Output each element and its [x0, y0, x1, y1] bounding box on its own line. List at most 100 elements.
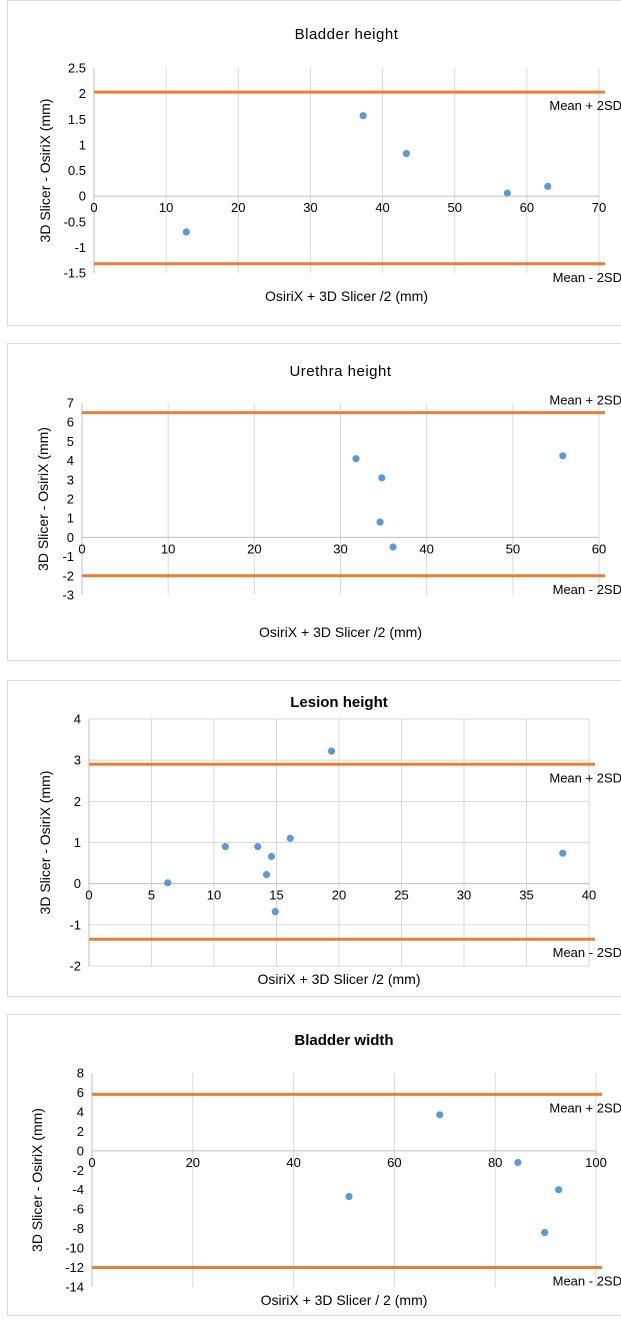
- x-tick-label: 25: [394, 888, 408, 903]
- y-tick-label: 2: [67, 492, 74, 507]
- y-tick-label: 8: [77, 1066, 84, 1081]
- data-point: [559, 849, 567, 857]
- y-tick-label: -14: [65, 1280, 84, 1295]
- x-tick-label: 60: [592, 541, 606, 556]
- y-axis-label: 3D Slicer - OsiriX (mm): [37, 99, 53, 243]
- data-point: [267, 852, 276, 861]
- limit-label: Mean + 2SD: [549, 1100, 621, 1115]
- y-tick-label: 4: [77, 1104, 84, 1119]
- chart-panel-bladder-height: 2.5 2 1.5 1 0.5 0 -0.5 -1 -1.5 0 10 20 30 40 50 60 70 Mea…: [7, 0, 621, 326]
- chart-panel-lesion-height: 4 3 2 1 0 -1 -2 0 5 10 15 20 25 30 35 40 Mean + 2SD Mean …: [7, 680, 621, 997]
- chart-title: Bladder width: [294, 1032, 393, 1049]
- limit-label: Mean - 2SD: [553, 270, 621, 285]
- y-tick-label: 4: [74, 712, 81, 727]
- data-point: [376, 518, 384, 526]
- y-tick-label: -2: [72, 1163, 84, 1178]
- x-tick-label: 10: [161, 541, 175, 556]
- y-tick-label: -1: [74, 240, 86, 255]
- limit-label: Mean - 2SD: [553, 582, 621, 597]
- data-point: [402, 149, 410, 158]
- x-tick-label: 80: [488, 1155, 502, 1170]
- y-tick-label: 0: [79, 189, 86, 204]
- x-tick-label: 60: [520, 200, 534, 215]
- x-tick-label: 20: [186, 1155, 200, 1170]
- y-tick-label: 3: [74, 753, 81, 768]
- chart-title: Urethra height: [289, 363, 391, 380]
- x-tick-label: 15: [269, 888, 283, 903]
- data-point: [559, 452, 567, 460]
- y-tick-label: -10: [65, 1241, 84, 1256]
- limit-label: Mean + 2SD: [549, 98, 621, 113]
- x-tick-label: 60: [387, 1155, 401, 1170]
- y-axis-label: 3D Slicer - OsiriX (mm): [37, 771, 53, 915]
- y-tick-label: 6: [67, 415, 74, 430]
- y-tick-label: 0: [67, 530, 74, 545]
- x-tick-label: 0: [78, 541, 85, 556]
- x-tick-label: 5: [148, 888, 155, 903]
- data-point: [221, 843, 229, 851]
- data-point: [164, 879, 172, 887]
- x-tick-label: 40: [286, 1155, 300, 1170]
- chart-title: Bladder height: [295, 26, 399, 43]
- y-tick-label: -3: [62, 588, 74, 603]
- data-point: [555, 1186, 563, 1194]
- x-tick-label: 50: [447, 200, 461, 215]
- y-tick-label: 5: [67, 434, 74, 449]
- chart-panel-urethra-height: 7 6 5 4 3 2 1 0 -1 -2 -3 0 10 20 30 40 50 60 Mean + 2SD Mea…: [7, 343, 621, 661]
- y-tick-label: 2: [74, 794, 81, 809]
- x-tick-label: 20: [247, 541, 261, 556]
- data-point: [254, 843, 262, 851]
- chart-bladder-height: 2.5 2 1.5 1 0.5 0 -0.5 -1 -1.5 0 10 20 30 40 50 60 70 Mea…: [37, 26, 621, 304]
- data-point: [286, 834, 294, 842]
- x-tick-label: 50: [506, 541, 520, 556]
- data-point: [345, 1192, 353, 1201]
- data-point: [544, 182, 552, 190]
- y-tick-label: 1.5: [68, 112, 86, 127]
- y-tick-label: -6: [72, 1202, 84, 1217]
- y-tick-label: -1.5: [64, 266, 86, 281]
- x-tick-label: 35: [519, 888, 533, 903]
- y-axis-label: 3D Slicer - OsiriX (mm): [35, 427, 51, 571]
- y-tick-label: -1: [62, 549, 74, 564]
- y-tick-label: 0: [74, 876, 81, 891]
- x-axis-label: OsiriX + 3D Slicer /2 (mm): [259, 624, 422, 640]
- x-tick-label: 30: [457, 888, 471, 903]
- x-tick-label: 0: [90, 200, 97, 215]
- y-tick-label: -4: [72, 1182, 84, 1197]
- limit-label: Mean + 2SD: [549, 770, 621, 785]
- data-point: [182, 228, 190, 236]
- x-tick-label: 40: [375, 200, 389, 215]
- data-point: [514, 1158, 522, 1167]
- y-tick-label: -8: [72, 1221, 84, 1236]
- y-tick-label: -2: [62, 568, 74, 583]
- x-tick-label: 0: [85, 888, 92, 903]
- limit-label: Mean + 2SD: [549, 393, 621, 408]
- x-tick-label: 10: [159, 200, 173, 215]
- x-tick-label: 40: [419, 541, 433, 556]
- data-point: [271, 908, 279, 916]
- y-tick-label: 2.5: [68, 61, 86, 76]
- y-tick-label: 1: [74, 835, 81, 850]
- data-point: [436, 1111, 444, 1119]
- limit-label: Mean - 2SD: [553, 1274, 621, 1289]
- y-tick-label: -0.5: [64, 214, 86, 229]
- y-tick-label: -2: [69, 959, 81, 974]
- y-tick-label: 0: [77, 1143, 84, 1158]
- y-tick-label: -1: [69, 917, 81, 932]
- data-point: [327, 747, 336, 755]
- data-point: [378, 474, 386, 482]
- y-tick-label: 2: [79, 86, 86, 101]
- y-tick-label: 1: [67, 511, 74, 526]
- x-tick-label: 40: [582, 888, 596, 903]
- data-point: [389, 543, 397, 551]
- data-point: [540, 1228, 549, 1237]
- x-tick-label: 0: [88, 1155, 95, 1170]
- limit-label: Mean - 2SD: [553, 945, 621, 960]
- x-tick-label: 30: [333, 541, 347, 556]
- x-axis-label: OsiriX + 3D Slicer /2 (mm): [265, 288, 428, 304]
- y-tick-label: 7: [67, 396, 74, 411]
- data-point: [359, 112, 367, 120]
- data-point: [262, 871, 271, 879]
